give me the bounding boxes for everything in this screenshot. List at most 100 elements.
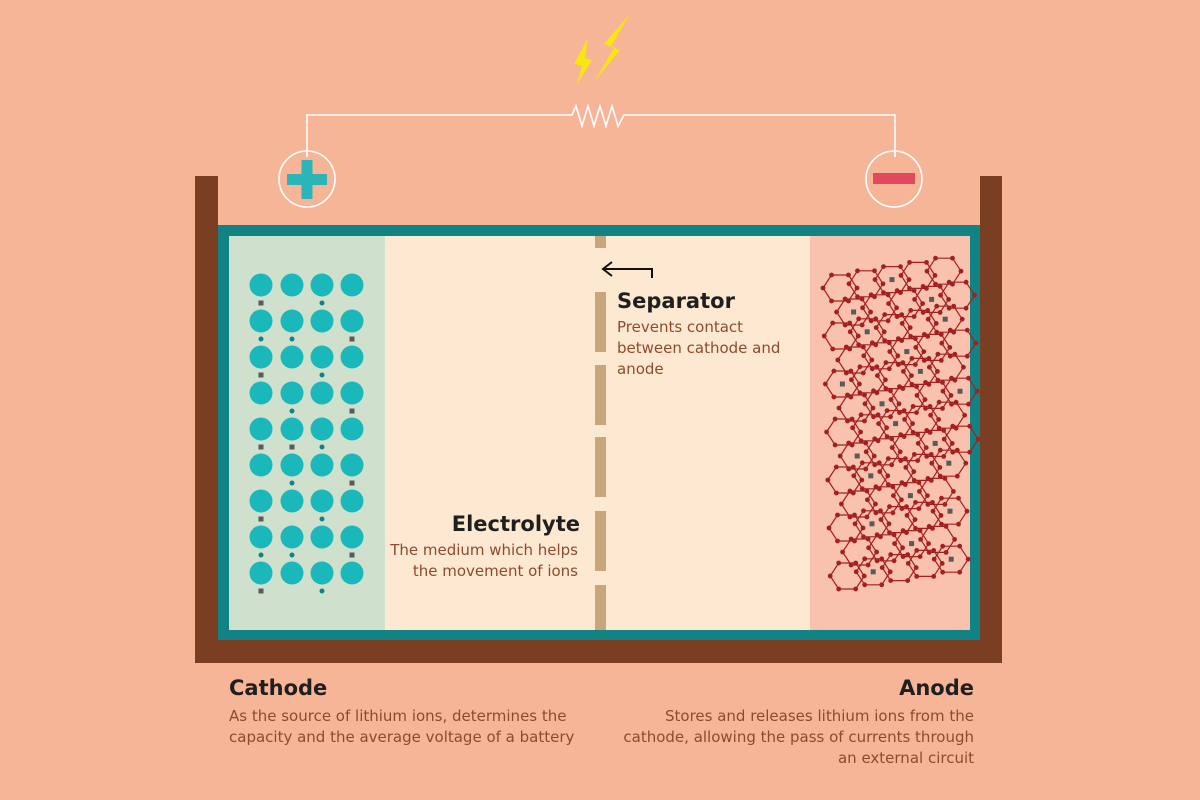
anode-atom — [939, 521, 944, 527]
anode-atom — [861, 353, 867, 359]
anode-atom — [824, 429, 829, 435]
anode-atom — [951, 489, 956, 494]
anode-atom — [956, 521, 961, 527]
lithium-ion — [258, 588, 264, 594]
anode-atom — [915, 432, 921, 437]
lithium-ion — [258, 552, 264, 558]
lithium-ion — [864, 329, 870, 335]
lithium-ion — [349, 480, 355, 486]
anode-atom — [865, 562, 871, 568]
anode-atom — [924, 454, 930, 459]
anode-atom — [891, 532, 897, 538]
anode-atom — [954, 473, 960, 479]
anode-atom — [935, 369, 940, 374]
anode-atom — [890, 484, 896, 490]
anode-atom — [831, 394, 837, 400]
anode-atom — [924, 260, 929, 265]
anode-atom — [846, 466, 852, 472]
anode-atom — [887, 530, 892, 535]
lithium-ion — [854, 453, 860, 459]
anode-atom — [900, 545, 905, 551]
anode-atom — [928, 412, 933, 418]
anode-atom — [954, 447, 960, 453]
anode-atom — [914, 574, 920, 579]
anode-atom — [878, 508, 883, 514]
anode-atom — [939, 495, 944, 501]
anode-atom — [904, 504, 909, 509]
lithium-ion — [929, 296, 935, 302]
anode-atom — [874, 532, 880, 538]
separator-membrane — [595, 236, 606, 630]
anode-atom — [941, 428, 947, 433]
anode-atom — [857, 364, 863, 370]
anode-atom — [895, 362, 901, 367]
anode-atom — [957, 569, 963, 575]
anode-atom — [897, 410, 902, 415]
anode-atom — [950, 449, 956, 455]
circuit-wire — [306, 103, 896, 157]
anode-atom — [907, 325, 913, 330]
anode-atom — [854, 285, 860, 291]
anode-atom — [930, 508, 936, 514]
anode-atom — [891, 558, 897, 564]
anode-atom — [860, 344, 866, 350]
anode-atom — [888, 388, 893, 394]
anode-atom — [883, 377, 888, 383]
anode-atom — [940, 380, 945, 385]
anode-atom — [868, 309, 873, 315]
lithium-ion — [851, 309, 857, 315]
anode-atom — [872, 462, 878, 468]
anode-atom — [845, 392, 850, 398]
anode-atom — [898, 264, 903, 269]
anode-atom — [964, 327, 970, 333]
anode-atom — [820, 285, 826, 291]
anode-atom — [883, 386, 889, 391]
lithium-ion — [289, 444, 295, 450]
anode-atom — [911, 452, 917, 457]
lithium-ion — [258, 444, 264, 450]
anode-atom — [835, 512, 840, 518]
anode-atom — [869, 366, 875, 372]
cathode-label: Cathode — [229, 676, 328, 700]
separator-segment — [595, 292, 606, 352]
anode-atom — [935, 377, 941, 383]
anode-atom — [911, 478, 917, 483]
anode-atom — [825, 477, 831, 483]
lithium-ion — [289, 408, 295, 414]
anode-atom — [895, 336, 901, 341]
anode-atom — [836, 560, 842, 566]
anode-atom — [936, 425, 942, 431]
lithium-ion — [879, 401, 885, 407]
separator-segment — [595, 365, 606, 425]
anode-atom — [880, 281, 886, 287]
anode-atom — [853, 569, 859, 575]
anode-atom — [912, 297, 917, 302]
anode-atom — [975, 436, 981, 442]
anode-atom — [832, 442, 838, 448]
anode-atom — [917, 528, 923, 533]
lithium-ion — [349, 336, 355, 342]
anode-atom — [916, 480, 922, 485]
anode-atom — [889, 462, 895, 468]
anode-atom — [964, 508, 970, 514]
anode-atom — [861, 534, 866, 540]
anode-atom — [857, 381, 862, 387]
anode-atom — [920, 301, 925, 306]
anode-atom — [909, 382, 915, 387]
anode-atom — [925, 308, 931, 313]
cathode-particle — [249, 381, 273, 405]
cathode-particle — [249, 345, 273, 369]
cathode-particle — [280, 489, 304, 513]
cathode-particle — [280, 345, 304, 369]
arrow-left-icon — [601, 261, 653, 278]
external-circuit — [306, 103, 896, 157]
anode-atom — [860, 370, 866, 376]
anode-atom — [840, 549, 845, 555]
anode-atom — [847, 514, 853, 520]
anode-atom — [839, 501, 844, 507]
lithium-ion — [946, 460, 952, 466]
anode-atom — [847, 320, 853, 326]
anode-atom — [886, 340, 892, 346]
anode-atom — [864, 514, 870, 520]
anode-atom — [942, 502, 948, 507]
